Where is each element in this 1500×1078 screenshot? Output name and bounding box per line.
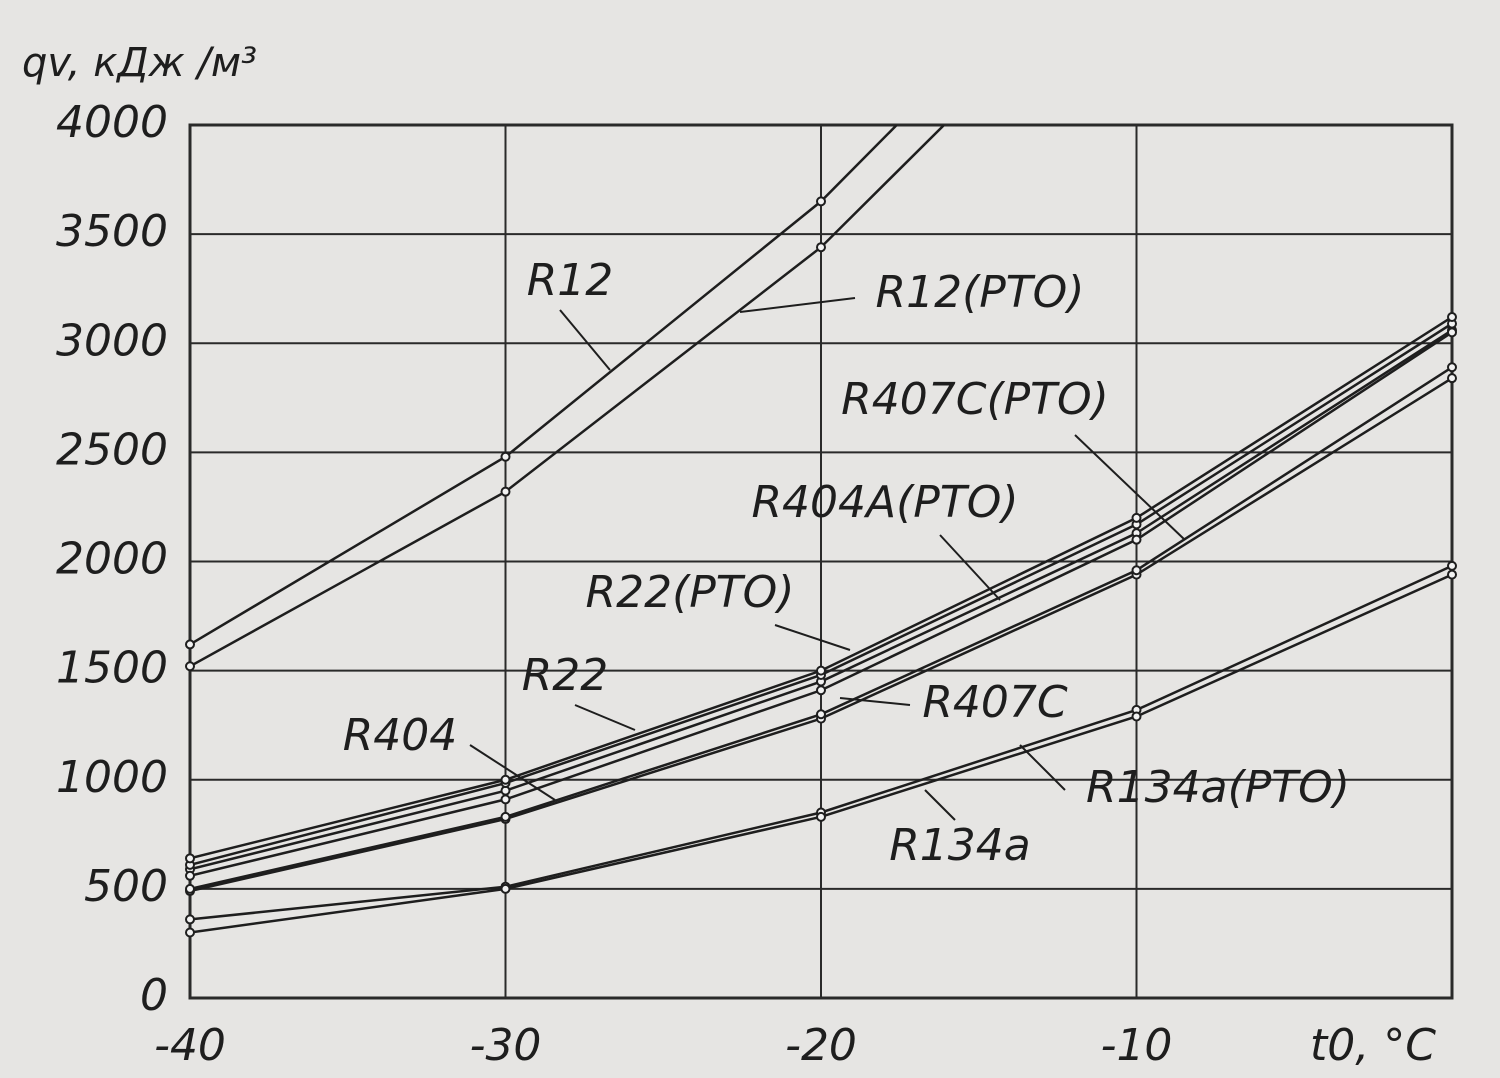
series-label: R22(PTO): [586, 567, 795, 618]
data-point: [1131, 565, 1142, 576]
leader-line: [739, 297, 856, 313]
data-point: [500, 883, 511, 894]
data-point: [185, 661, 195, 672]
series-line: [190, 125, 945, 668]
data-point: [816, 242, 826, 253]
x-tick-label: -20: [785, 1020, 857, 1071]
data-point: [185, 870, 195, 881]
series-label: R22: [522, 650, 609, 701]
data-point: [185, 883, 195, 894]
series-label: R134a(PTO): [1086, 762, 1350, 813]
y-tick-label: 4000: [56, 97, 168, 148]
series-label: R407C: [922, 677, 1068, 728]
data-point: [1447, 312, 1457, 323]
leader-line: [774, 624, 851, 651]
data-point: [816, 709, 826, 720]
y-tick-label: 2000: [56, 534, 168, 585]
data-point: [816, 811, 826, 822]
data-point: [185, 927, 195, 938]
leader-line: [574, 704, 636, 731]
y-tick-label: 500: [84, 861, 168, 912]
leader-line: [559, 309, 611, 371]
data-point: [1447, 560, 1457, 571]
y-tick-label: 1500: [56, 643, 168, 694]
data-point: [1131, 512, 1142, 523]
y-tick-label: 3000: [56, 315, 168, 366]
leader-line: [1074, 434, 1186, 541]
data-point: [1447, 569, 1457, 580]
x-tick-label: -40: [154, 1020, 226, 1071]
y-tick-label: 3500: [56, 206, 168, 257]
data-point: [500, 486, 511, 497]
data-point: [500, 794, 511, 805]
data-point: [816, 665, 826, 676]
data-point: [1131, 534, 1142, 545]
data-point: [816, 685, 826, 696]
data-point: [500, 774, 511, 785]
leader-line: [924, 789, 956, 821]
series-label: R404: [343, 710, 458, 761]
series-line: [190, 125, 898, 646]
series-label: R12: [527, 255, 614, 306]
x-axis-label: t0, °C: [1310, 1020, 1436, 1071]
data-point: [1131, 711, 1142, 722]
series-label: R12(PTO): [876, 267, 1085, 318]
data-point: [1447, 373, 1457, 384]
leader-line: [839, 697, 911, 706]
leader-line: [469, 744, 556, 801]
y-tick-label: 2500: [56, 424, 168, 475]
y-axis-label: qv, кДж /м³: [22, 40, 257, 86]
data-point: [185, 853, 195, 864]
y-tick-label: 0: [140, 970, 168, 1021]
data-point: [500, 811, 511, 822]
x-tick-label: -30: [470, 1020, 542, 1071]
y-tick-label: 1000: [56, 752, 168, 803]
leader-line: [1019, 744, 1066, 791]
data-point: [816, 196, 826, 207]
data-point: [1447, 362, 1457, 373]
series-label: R134a: [889, 820, 1031, 871]
series-label: R404A(PTO): [751, 477, 1018, 528]
data-point: [500, 451, 511, 462]
x-tick-label: -10: [1101, 1020, 1173, 1071]
data-point: [185, 914, 195, 925]
data-point: [1447, 327, 1457, 338]
data-point: [185, 639, 195, 650]
series-label: R407C(PTO): [841, 374, 1109, 425]
